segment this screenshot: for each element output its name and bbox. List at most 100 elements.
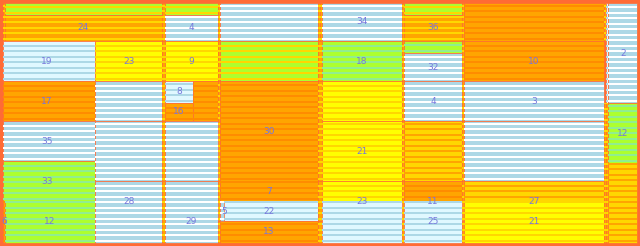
Bar [3, 152, 95, 154]
Bar [220, 134, 317, 136]
Bar [404, 37, 461, 40]
Text: 12: 12 [618, 128, 628, 138]
Bar [165, 103, 193, 121]
Bar [606, 163, 608, 165]
Bar [165, 201, 218, 243]
Bar [404, 184, 461, 186]
Text: 34: 34 [356, 17, 368, 27]
Bar [604, 27, 605, 29]
Bar [464, 4, 604, 6]
Bar [323, 72, 402, 74]
Bar [604, 103, 606, 243]
Bar [5, 212, 95, 214]
Bar [3, 124, 95, 126]
Bar [403, 37, 404, 40]
Bar [95, 217, 162, 219]
Bar [404, 128, 461, 130]
Bar [163, 101, 164, 103]
Bar [220, 27, 317, 29]
Bar [323, 123, 402, 124]
Text: 2: 2 [620, 48, 626, 58]
Bar [220, 90, 317, 92]
Bar [323, 206, 402, 209]
Bar [318, 95, 322, 97]
Bar [163, 77, 164, 79]
Bar [95, 121, 162, 181]
Bar [220, 206, 224, 209]
Bar [606, 61, 608, 63]
Bar [404, 41, 462, 53]
Bar [462, 41, 464, 81]
Bar [604, 190, 605, 192]
Bar [3, 45, 95, 46]
Bar [3, 66, 95, 68]
Bar [608, 28, 637, 30]
Bar [318, 134, 322, 136]
Bar [464, 201, 604, 203]
Bar [220, 217, 224, 219]
Bar [218, 172, 220, 174]
Bar [218, 90, 220, 92]
Bar [163, 201, 164, 203]
Bar [193, 90, 218, 92]
Bar [165, 139, 218, 141]
Bar [608, 179, 637, 181]
Bar [318, 167, 322, 169]
Bar [323, 201, 402, 203]
Bar [162, 3, 165, 41]
Bar [402, 41, 404, 81]
Bar [318, 81, 322, 181]
Bar [608, 17, 637, 19]
Bar [220, 95, 317, 97]
Bar [165, 27, 218, 29]
Bar [95, 144, 162, 147]
Bar [220, 212, 317, 214]
Bar [608, 50, 637, 52]
Bar [608, 3, 637, 103]
Bar [163, 234, 164, 236]
Text: 11: 11 [428, 197, 439, 205]
Bar [464, 172, 604, 174]
Bar [323, 37, 402, 40]
Bar [604, 223, 605, 225]
Bar [322, 121, 402, 181]
Bar [604, 234, 605, 236]
Bar [404, 190, 461, 192]
Bar [606, 184, 608, 186]
Bar [220, 212, 224, 214]
Bar [323, 212, 402, 214]
Bar [606, 103, 608, 104]
Bar [318, 41, 322, 81]
Bar [323, 27, 402, 29]
Bar [403, 144, 404, 147]
Bar [404, 223, 461, 225]
Bar [95, 206, 162, 209]
Bar [218, 32, 220, 34]
Text: 27: 27 [528, 197, 540, 205]
Bar [323, 61, 402, 63]
Bar [3, 181, 95, 183]
Bar [95, 128, 162, 130]
Bar [163, 167, 164, 169]
Bar [464, 32, 604, 34]
Bar [403, 27, 404, 29]
Bar [462, 155, 464, 157]
Bar [95, 101, 162, 103]
Bar [604, 152, 605, 154]
Bar [608, 154, 637, 156]
Text: 8: 8 [176, 88, 182, 96]
Bar [323, 134, 402, 136]
Bar [218, 206, 220, 209]
Bar [3, 56, 95, 58]
Bar [608, 163, 637, 243]
Bar [403, 190, 404, 192]
Bar [464, 123, 604, 124]
Bar [323, 178, 402, 180]
Bar [604, 229, 605, 231]
Bar [323, 15, 402, 17]
Bar [218, 56, 220, 58]
Bar [95, 77, 162, 79]
Bar [323, 217, 402, 219]
Text: 23: 23 [124, 57, 134, 65]
Bar [218, 234, 220, 236]
